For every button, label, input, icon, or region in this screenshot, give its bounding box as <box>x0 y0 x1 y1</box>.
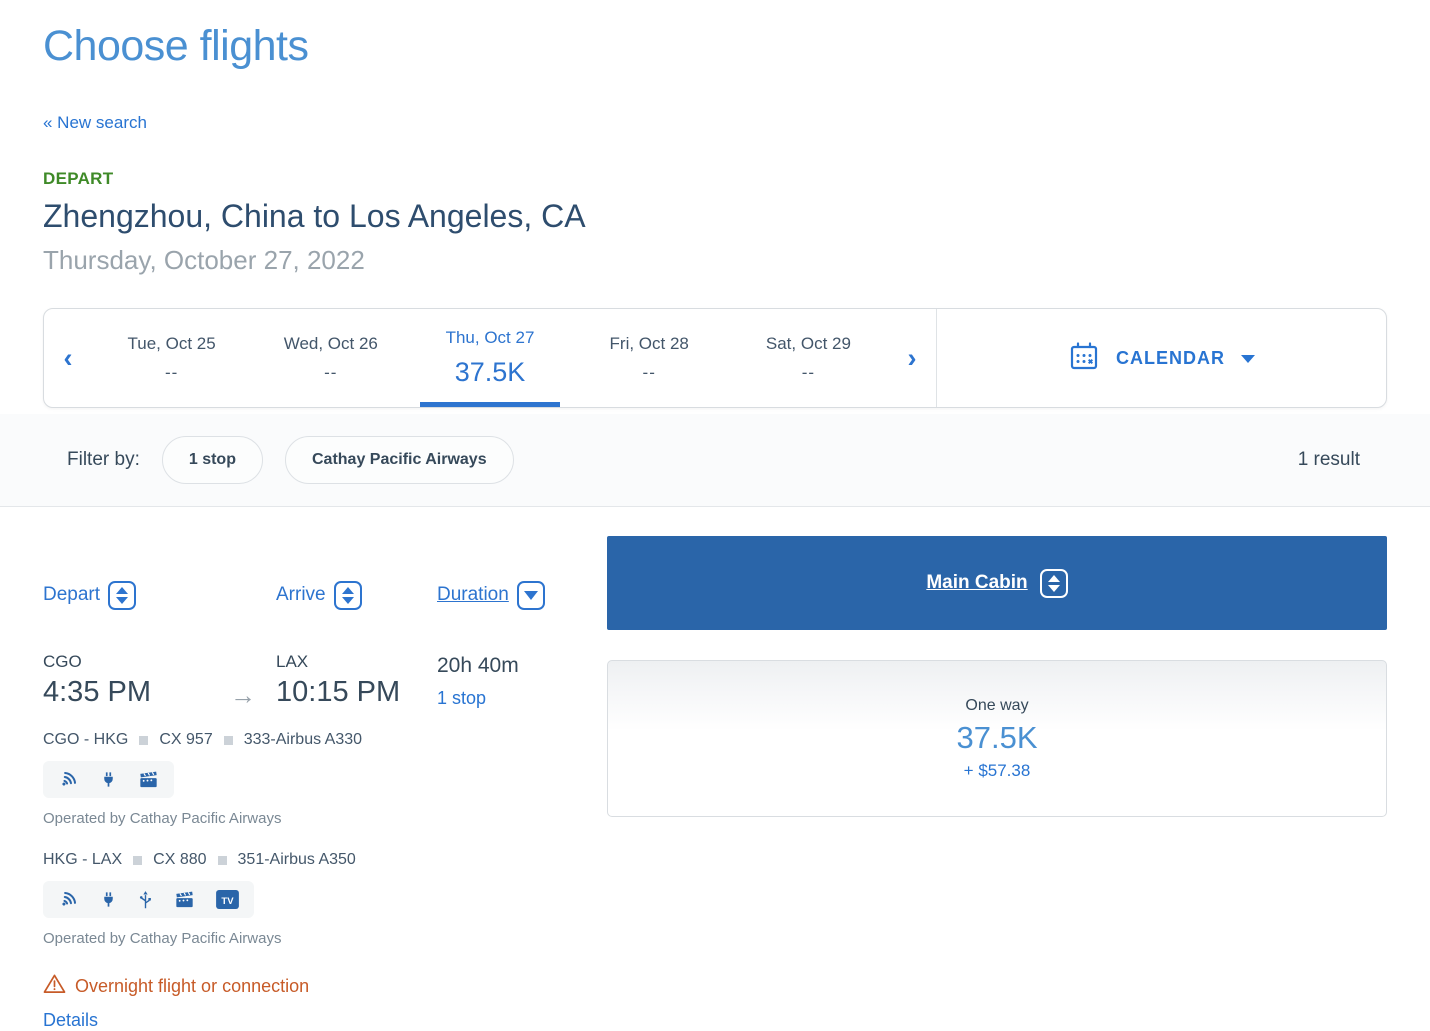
date-tab-label: Wed, Oct 26 <box>283 333 378 353</box>
segment-1-flight-number: CX 957 <box>159 731 213 748</box>
date-tab-oct28[interactable]: Fri, Oct 28 -- <box>570 309 729 407</box>
stops-link[interactable]: 1 stop <box>437 688 487 708</box>
destination-code: LAX <box>276 652 309 671</box>
flight-result-row: CGO 4:35 PM → LAX 10:15 PM 20h 40m 1 sto… <box>43 652 1387 1031</box>
date-tab-label: Tue, Oct 25 <box>127 333 216 353</box>
date-tab-price: 37.5K <box>454 357 526 387</box>
sort-arrows-icon-arrive[interactable] <box>333 580 362 610</box>
overnight-warning: Overnight flight or connection <box>43 973 607 999</box>
page-title: Choose flights <box>43 22 309 70</box>
wifi-icon <box>58 769 79 790</box>
power-icon <box>100 770 117 789</box>
filter-chip-cathay-pacific[interactable]: Cathay Pacific Airways <box>284 436 514 484</box>
chevron-right-icon[interactable]: › <box>888 309 936 407</box>
separator-square <box>217 855 227 865</box>
caret-down-icon <box>1241 355 1255 363</box>
entertainment-icon <box>138 770 159 790</box>
filter-chip-1-stop[interactable]: 1 stop <box>161 436 263 484</box>
date-carousel: ‹ Tue, Oct 25 -- Wed, Oct 26 -- Thu, Oct… <box>43 308 1387 408</box>
live-tv-icon: TV <box>216 890 239 909</box>
details-link[interactable]: Details <box>43 1010 99 1030</box>
new-search-link[interactable]: « New search <box>43 113 147 132</box>
flight-info: CGO 4:35 PM → LAX 10:15 PM 20h 40m 1 sto… <box>43 652 607 1031</box>
segment-2-route: HKG - LAX <box>43 851 123 868</box>
sort-depart-label[interactable]: Depart <box>43 584 101 605</box>
separator-square <box>223 735 233 745</box>
sort-columns: Depart Arrive Duration <box>43 536 607 630</box>
usb-icon <box>138 889 153 910</box>
fare-miles: 37.5K <box>956 719 1038 755</box>
separator-square <box>133 855 143 865</box>
wifi-icon <box>58 889 79 910</box>
date-tab-price: -- <box>164 362 179 382</box>
segment-1-info: CGO - HKG CX 957 333-Airbus A330 <box>43 731 607 749</box>
segment-1-aircraft: 333-Airbus A330 <box>243 731 363 748</box>
warning-triangle-icon <box>43 973 66 999</box>
svg-text:TV: TV <box>221 896 234 907</box>
segment-2-flight-number: CX 880 <box>153 851 207 868</box>
segment-1-amenities <box>43 761 174 798</box>
date-tab-price: -- <box>801 362 816 382</box>
depart-label: DEPART <box>43 169 114 188</box>
date-tab-oct27-selected[interactable]: Thu, Oct 27 37.5K <box>410 309 569 407</box>
segment-2-amenities: TV <box>43 881 254 918</box>
origin-code: CGO <box>43 652 82 671</box>
caret-down-icon-duration[interactable] <box>516 580 545 610</box>
main-cabin-label[interactable]: Main Cabin <box>926 572 1028 593</box>
overnight-warning-text: Overnight flight or connection <box>75 975 310 996</box>
date-tab-label: Fri, Oct 28 <box>609 333 689 353</box>
flight-duration: 20h 40m <box>437 654 519 677</box>
date-tab-label: Sat, Oct 29 <box>765 333 851 353</box>
sort-duration-label[interactable]: Duration <box>437 584 509 605</box>
date-tab-oct25[interactable]: Tue, Oct 25 -- <box>92 309 251 407</box>
main-cabin-fare-card[interactable]: One way 37.5K + $57.38 <box>607 660 1387 817</box>
calendar-grid-icon <box>1068 340 1100 377</box>
segment-1-operated-by: Operated by Cathay Pacific Airways <box>43 810 282 827</box>
travel-date: Thursday, October 27, 2022 <box>43 245 365 275</box>
fare-type-label: One way <box>965 696 1029 714</box>
entertainment-icon <box>174 890 195 910</box>
date-tab-price: -- <box>324 362 338 382</box>
chevron-left-icon[interactable]: ‹ <box>44 309 92 407</box>
route-title: Zhengzhou, China to Los Angeles, CA <box>43 198 586 234</box>
sort-arrows-icon-main-cabin[interactable] <box>1039 568 1068 598</box>
date-carousel-days: ‹ Tue, Oct 25 -- Wed, Oct 26 -- Thu, Oct… <box>44 309 936 407</box>
sort-arrows-icon-depart[interactable] <box>108 580 137 610</box>
date-tab-oct29[interactable]: Sat, Oct 29 -- <box>729 309 888 407</box>
date-tab-price: -- <box>642 362 656 382</box>
segment-2-operated-by: Operated by Cathay Pacific Airways <box>43 930 282 947</box>
result-count: 1 result <box>1297 449 1360 470</box>
calendar-button-label: CALENDAR <box>1116 347 1225 368</box>
power-icon <box>100 890 117 909</box>
separator-square <box>139 735 149 745</box>
segment-1-route: CGO - HKG <box>43 731 129 748</box>
main-cabin-price-column: One way 37.5K + $57.38 <box>607 652 1387 1031</box>
arrive-time: 10:15 PM <box>276 676 401 708</box>
fare-cash: + $57.38 <box>963 760 1031 780</box>
segment-2-aircraft: 351-Airbus A350 <box>237 851 356 868</box>
calendar-button[interactable]: CALENDAR <box>936 309 1386 407</box>
depart-time: 4:35 PM <box>43 676 151 708</box>
segment-2-info: HKG - LAX CX 880 351-Airbus A350 <box>43 851 607 869</box>
results-header: Depart Arrive Duration Main Cabin <box>43 536 1387 630</box>
date-tab-oct26[interactable]: Wed, Oct 26 -- <box>251 309 410 407</box>
filter-bar: Filter by: 1 stop Cathay Pacific Airways… <box>0 414 1430 507</box>
main-cabin-column-header[interactable]: Main Cabin <box>607 536 1387 630</box>
arrow-right-icon: → <box>230 680 256 710</box>
sort-arrive-label[interactable]: Arrive <box>276 584 326 605</box>
date-tab-label: Thu, Oct 27 <box>445 328 535 347</box>
filter-by-label: Filter by: <box>67 449 140 470</box>
